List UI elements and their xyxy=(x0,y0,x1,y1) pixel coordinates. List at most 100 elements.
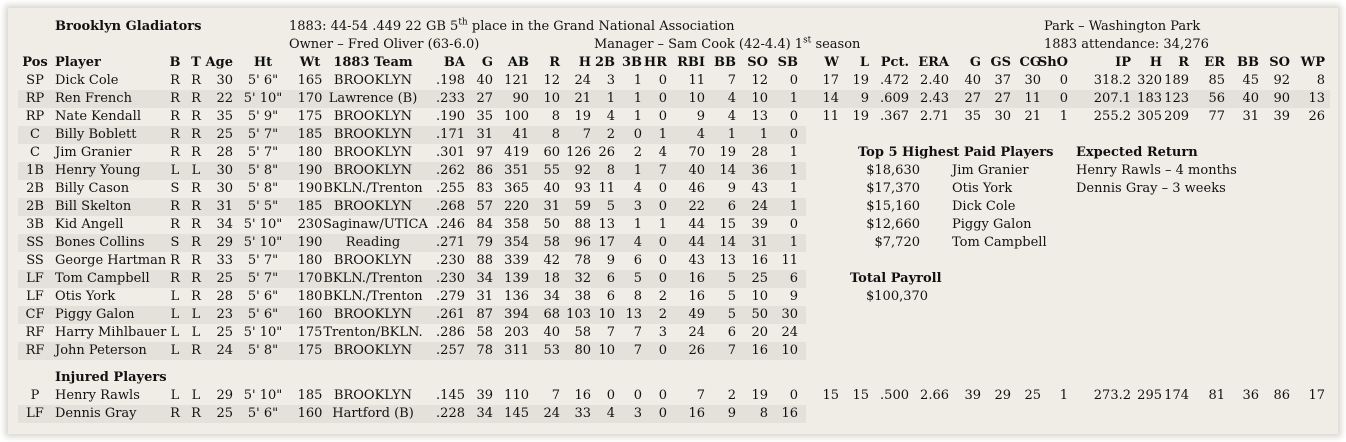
table-cell: R xyxy=(170,253,180,268)
table-cell: 0 xyxy=(633,388,642,403)
row-stripe xyxy=(18,342,806,360)
table-cell: 1 xyxy=(1059,388,1068,403)
table-cell: 0 xyxy=(658,271,667,286)
table-cell: 0 xyxy=(789,388,798,403)
table-cell: 1 xyxy=(1059,109,1068,124)
table-cell: 79 xyxy=(476,235,493,250)
table-cell: 295 xyxy=(1137,388,1162,403)
table-cell: 255.2 xyxy=(1093,109,1131,124)
table-cell: 1 xyxy=(633,109,642,124)
top-paid-title: Top 5 Highest Paid Players xyxy=(858,145,1054,160)
table-cell: 17 xyxy=(1308,388,1325,403)
table-cell: 58 xyxy=(476,325,493,340)
row-stripe xyxy=(18,198,806,216)
column-header: Player xyxy=(55,55,101,70)
table-cell: Dick Cole xyxy=(55,73,119,88)
table-cell: 40 xyxy=(688,163,705,178)
manager-line: Manager – Sam Cook (42-4.4) 1st season xyxy=(594,35,861,52)
table-cell: 88 xyxy=(574,217,591,232)
table-cell: BROOKLYN xyxy=(333,73,413,88)
table-cell: 2.71 xyxy=(920,109,949,124)
table-cell: .367 xyxy=(880,109,909,124)
table-cell: 14 xyxy=(719,163,736,178)
table-cell: 6 xyxy=(606,289,615,304)
table-cell: L xyxy=(170,343,180,358)
table-cell: 87 xyxy=(476,307,493,322)
table-cell: 19 xyxy=(852,73,869,88)
column-header: BB xyxy=(714,55,736,70)
table-cell: 0 xyxy=(606,388,615,403)
table-cell: R xyxy=(170,73,180,88)
table-cell: 136 xyxy=(504,289,529,304)
table-cell: 40 xyxy=(964,73,981,88)
table-cell: 5' 9" xyxy=(247,109,279,124)
table-cell: 121 xyxy=(504,73,529,88)
table-cell: 8 xyxy=(759,406,768,421)
table-cell: 24 xyxy=(574,73,591,88)
table-cell: 44 xyxy=(688,235,705,250)
table-cell: 84 xyxy=(476,217,493,232)
table-cell: 37 xyxy=(994,73,1011,88)
row-stripe xyxy=(18,234,806,252)
table-cell: Billy Cason xyxy=(55,181,130,196)
table-cell: 78 xyxy=(574,253,591,268)
table-cell: 22 xyxy=(216,91,233,106)
table-cell: 230 xyxy=(297,217,323,232)
table-cell: 30 xyxy=(216,163,233,178)
table-cell: 160 xyxy=(297,406,323,421)
table-cell: 100 xyxy=(504,109,529,124)
table-cell: BROOKLYN xyxy=(333,343,413,358)
table-cell: 175 xyxy=(297,109,323,124)
table-cell: 28 xyxy=(216,145,233,160)
table-cell: 16 xyxy=(688,271,705,286)
table-cell: 10 xyxy=(781,343,798,358)
table-cell: 185 xyxy=(297,199,323,214)
team-card xyxy=(8,8,1338,434)
table-cell: 4 xyxy=(727,109,736,124)
team-name: Brooklyn Gladiators xyxy=(55,19,202,34)
table-cell: 4 xyxy=(633,181,642,196)
table-cell: 11 xyxy=(1024,91,1041,106)
table-cell: LF xyxy=(26,271,44,286)
table-cell: 24 xyxy=(543,406,560,421)
table-cell: R xyxy=(170,145,180,160)
column-header: SO xyxy=(747,55,768,70)
table-cell: 13 xyxy=(625,307,642,322)
table-cell: C xyxy=(30,127,40,142)
table-cell: 5' 7" xyxy=(247,253,279,268)
table-cell: S xyxy=(170,181,180,196)
table-cell: 4 xyxy=(606,109,615,124)
table-cell: BROOKLYN xyxy=(333,307,413,322)
table-cell: 3B xyxy=(26,217,44,232)
salary-value: $17,370 xyxy=(866,181,920,196)
table-cell: 34 xyxy=(476,271,493,286)
column-header: GS xyxy=(990,55,1012,70)
table-cell: 31 xyxy=(751,235,768,250)
table-cell: 10 xyxy=(751,91,768,106)
table-cell: 29 xyxy=(216,235,233,250)
table-cell: SS xyxy=(26,235,44,250)
table-cell: 9 xyxy=(860,91,869,106)
column-header: Age xyxy=(205,55,233,70)
table-cell: 183 xyxy=(1137,91,1162,106)
table-cell: 5 xyxy=(633,271,642,286)
table-cell: 2.66 xyxy=(920,388,949,403)
table-cell: 19 xyxy=(751,388,768,403)
table-cell: 318.2 xyxy=(1093,73,1131,88)
table-cell: 80 xyxy=(574,343,591,358)
table-cell: 40 xyxy=(476,73,493,88)
table-cell: 110 xyxy=(504,388,529,403)
table-cell: Kid Angell xyxy=(55,217,124,232)
table-cell: R xyxy=(191,199,201,214)
table-cell: 0 xyxy=(789,217,798,232)
table-cell: 4 xyxy=(633,235,642,250)
table-cell: 20 xyxy=(751,325,768,340)
row-stripe xyxy=(18,270,806,288)
table-cell: 0 xyxy=(789,73,798,88)
table-cell: R xyxy=(191,271,201,286)
table-cell: 1 xyxy=(606,91,615,106)
table-cell: 77 xyxy=(1208,109,1225,124)
table-cell: 0 xyxy=(789,109,798,124)
table-cell: 9 xyxy=(606,253,615,268)
column-header: Ht xyxy=(253,55,273,70)
